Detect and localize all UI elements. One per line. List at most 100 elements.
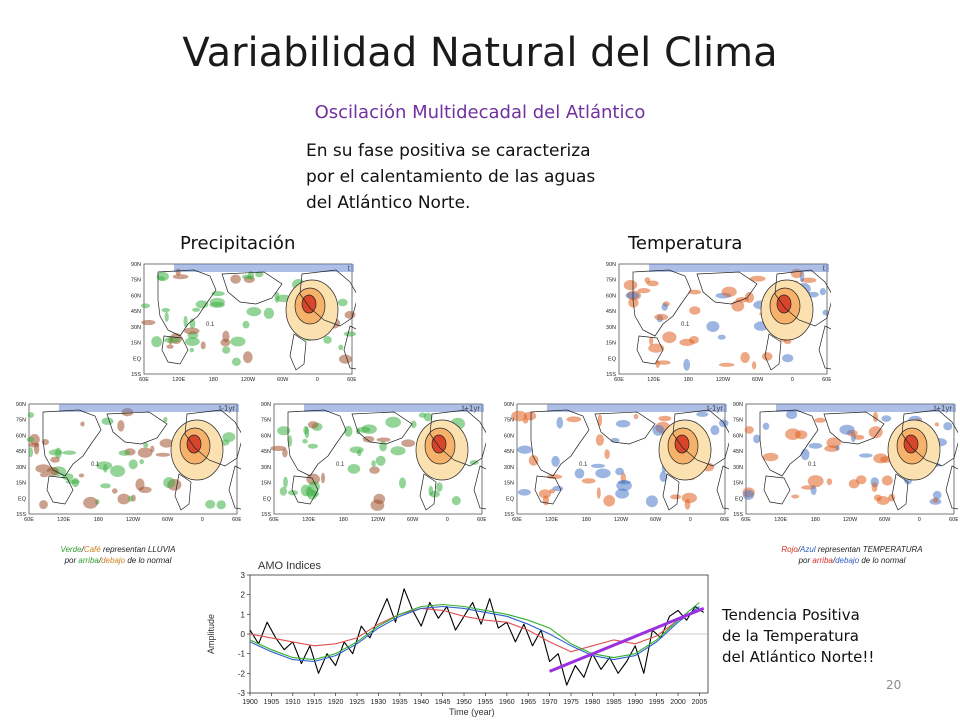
anomaly-above-patch — [881, 475, 893, 486]
anomaly-below-patch — [401, 439, 416, 447]
lat-tick-label: 90N — [16, 402, 26, 408]
coastline — [716, 465, 729, 510]
lag-label: t+1yr — [462, 404, 480, 413]
anomaly-above-patch — [71, 477, 80, 488]
coastline — [343, 325, 356, 370]
lon-tick-label: 180 — [684, 377, 693, 383]
lon-tick-label: 0 — [201, 517, 204, 523]
anomaly-above-patch — [110, 465, 126, 477]
anomaly-above-patch — [100, 483, 111, 489]
anomaly-above-patch — [61, 473, 74, 481]
coastline — [891, 473, 909, 511]
lat-tick-label: 15N — [504, 481, 514, 487]
anomaly-above-patch — [689, 306, 701, 315]
lon-tick-label: 60E — [614, 377, 624, 383]
lat-tick-label: 15S — [261, 512, 271, 518]
legend-word-blue: Azul — [800, 545, 816, 554]
anomaly-below-patch — [610, 437, 620, 443]
anomaly-below-patch — [83, 496, 98, 509]
anomaly-above-patch — [349, 446, 364, 454]
anomaly-above-patch — [161, 308, 171, 313]
lon-tick-label: 0 — [791, 377, 794, 383]
map-plot: 0.1 — [742, 404, 958, 511]
lat-tick-label: 75N — [16, 418, 26, 424]
coastline — [759, 409, 819, 477]
anomaly-below-patch — [710, 425, 720, 436]
anomaly-above-patch — [566, 416, 582, 423]
lag-label: t+1yr — [934, 404, 952, 413]
anomaly-below-patch — [137, 447, 153, 458]
lon-tick-label: 60W — [752, 377, 764, 383]
anomaly-below-patch — [552, 485, 564, 492]
anomaly-above-patch — [670, 494, 682, 500]
map-plot: 0.1 — [270, 404, 486, 511]
anomaly-below-patch — [661, 303, 668, 311]
x-tick-label: 1910 — [285, 699, 301, 706]
amo-index-chart: 3 2 1 0 -1 -2 -3 1900 1905 1910 1915 1920 1925 1930 19… — [200, 555, 715, 722]
anomaly-above-patch — [143, 442, 149, 448]
anomaly-below-patch — [307, 421, 319, 429]
anomaly-above-patch — [357, 449, 362, 457]
map-plot: 0.1 — [140, 264, 356, 371]
coastline — [351, 411, 413, 445]
lon-tick-label: 120W — [716, 377, 731, 383]
lat-tick-label: 30N — [606, 325, 616, 331]
anomaly-below-patch — [551, 455, 560, 467]
coastline — [106, 411, 168, 445]
legend-text: representan LLUVIA — [102, 545, 176, 554]
anomaly-below-patch — [839, 424, 855, 435]
anomaly-above-patch — [399, 477, 406, 489]
map-plot: 0.1 — [511, 404, 729, 511]
lon-tick-label: 60W — [277, 377, 289, 383]
anomaly-above-patch — [62, 450, 77, 455]
lag-label: t — [348, 264, 351, 273]
anomaly-below-patch — [786, 410, 798, 420]
anomaly-above-patch — [274, 291, 280, 303]
anomaly-above-patch — [761, 352, 773, 361]
anomaly-above-patch — [623, 280, 638, 291]
anomaly-above-patch — [343, 331, 356, 337]
anomaly-above-patch — [873, 453, 889, 464]
legend-text: representan TEMPERATURA — [817, 545, 923, 554]
anomaly-above-patch — [189, 318, 196, 329]
coastline — [161, 335, 189, 365]
anomaly-above-patch — [304, 426, 310, 439]
anomaly-below-patch — [858, 453, 873, 458]
lat-tick-label: EQ — [735, 496, 744, 502]
lon-tick-label: 60W — [407, 517, 419, 523]
x-tick-label: 2005 — [692, 699, 708, 706]
coastline — [534, 475, 562, 505]
anomaly-above-patch — [246, 307, 262, 317]
atlantic-contour-core — [301, 294, 317, 314]
anomaly-above-patch — [791, 494, 800, 499]
lat-tick-label: 75N — [733, 418, 743, 424]
lat-tick-label: 45N — [131, 309, 141, 315]
legend-word-above: arriba — [812, 556, 833, 565]
anomaly-above-patch — [231, 357, 241, 366]
anomaly-below-patch — [141, 319, 156, 326]
lat-tick-label: 60N — [504, 433, 514, 439]
x-tick-label: 1945 — [435, 699, 451, 706]
anomaly-above-patch — [357, 426, 371, 433]
lat-tick-label: 60N — [733, 433, 743, 439]
anomaly-below-patch — [595, 468, 611, 479]
lon-tick-label: 60E — [139, 377, 149, 383]
x-tick-label: 1930 — [371, 699, 387, 706]
lat-tick-label: 30N — [733, 465, 743, 471]
lat-tick-label: 15N — [131, 341, 141, 347]
anomaly-above-patch — [222, 432, 236, 443]
lat-tick-label: 60N — [131, 293, 141, 299]
precipitation-heading: Precipitación — [180, 233, 296, 254]
anomaly-above-patch — [581, 478, 596, 484]
polar-patch — [776, 404, 956, 412]
anomaly-above-patch — [164, 311, 169, 322]
anomaly-below-patch — [80, 421, 85, 427]
anomaly-below-patch — [369, 466, 380, 474]
anomaly-below-patch — [810, 485, 817, 496]
y-tick-label: -1 — [238, 650, 246, 659]
anomaly-above-patch — [436, 482, 443, 492]
anomaly-below-patch — [645, 495, 658, 508]
x-tick-label: 1960 — [499, 699, 515, 706]
anomaly-above-patch — [242, 320, 250, 329]
